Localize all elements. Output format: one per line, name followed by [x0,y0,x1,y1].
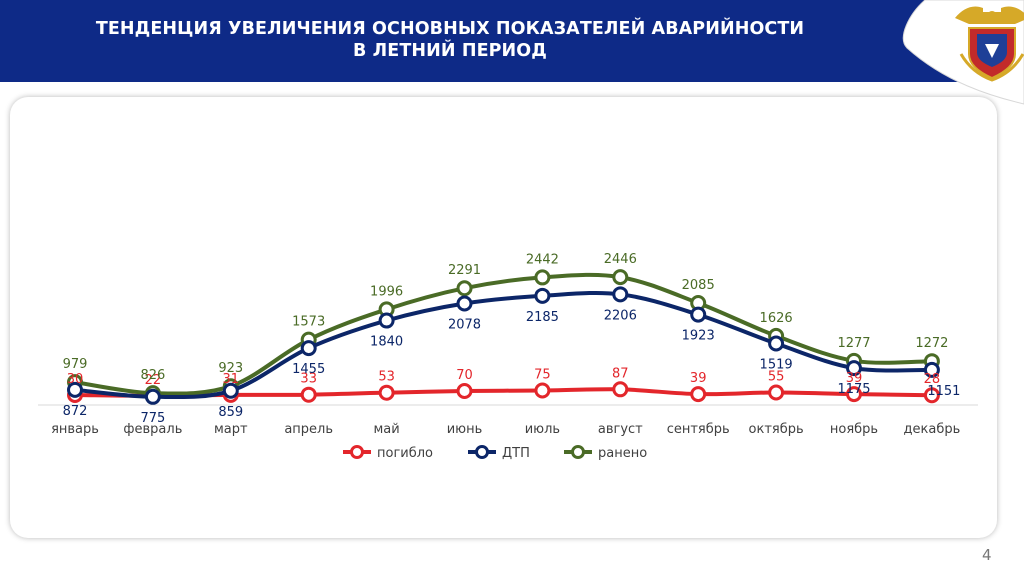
data-point [534,287,551,304]
data-label: 2206 [604,308,637,323]
data-label: 2078 [448,317,481,332]
data-label: 1923 [682,329,715,344]
data-label: 1996 [370,284,403,299]
data-point [456,295,473,312]
x-tick-label: март [214,422,248,437]
data-point [923,387,940,404]
data-point [67,381,83,398]
data-label: 872 [63,404,88,419]
data-point [534,269,551,286]
legend-label: погибло [377,446,433,461]
x-tick-label: ноябрь [830,422,878,437]
data-label: 1277 [837,336,870,351]
data-label: 979 [63,357,88,372]
police-emblem-icon [955,6,1024,82]
data-label: 2442 [526,252,559,267]
data-label: 28 [924,372,941,387]
data-point [612,286,629,303]
data-point [456,280,473,297]
data-point [300,386,317,403]
data-point [612,381,629,398]
x-tick-label: сентябрь [667,422,730,437]
data-label: 70 [456,368,473,383]
data-label: 2446 [604,252,637,267]
legend-label: ДТП [502,446,530,461]
data-point [300,340,317,357]
data-point [378,384,395,401]
data-label: 1455 [292,362,325,377]
x-tick-label: июль [525,422,560,437]
x-tick-label: июнь [447,422,483,437]
data-label: 1519 [760,358,793,373]
data-label: 87 [612,366,629,381]
data-point [534,382,551,399]
data-point [378,312,395,329]
data-label: 859 [218,405,243,420]
data-label: 2291 [448,263,481,278]
line-chart: 30 22 31 33 53 70 75 87 39 55 39 28 872 775 859 1455 184… [38,252,978,461]
data-label: 1626 [760,311,793,326]
data-label: 1573 [292,315,325,330]
data-point [768,384,785,401]
data-label: 31 [223,372,240,387]
title-line-1: ТЕНДЕНЦИЯ УВЕЛИЧЕНИЯ ОСНОВНЫХ ПОКАЗАТЕЛЕ… [95,19,805,39]
x-tick-label: май [373,422,399,437]
data-point [846,386,862,403]
data-label: 1840 [370,335,403,350]
x-tick-label: январь [51,422,99,437]
data-point [456,383,473,399]
header-banner: ТЕНДЕНЦИЯ УВЕЛИЧЕНИЯ ОСНОВНЫХ ПОКАЗАТЕЛЕ… [0,0,1024,82]
data-label: 33 [300,372,317,387]
data-label: 53 [378,370,395,385]
data-label: 39 [846,371,863,386]
x-tick-label: октябрь [749,422,804,437]
x-tick-label: апрель [284,422,333,437]
x-tick-label: декабрь [904,422,961,437]
x-tick-label: февраль [123,422,182,437]
title-line-2: В ЛЕТНИЙ ПЕРИОД [353,41,547,61]
legend-marker [571,445,585,459]
data-label: 2085 [682,278,715,293]
data-label: 1272 [915,336,948,351]
data-point [222,382,239,399]
data-label: 775 [140,411,165,426]
data-label: 39 [690,371,707,386]
data-label: 55 [768,370,785,385]
data-point [768,335,785,352]
data-point [923,361,940,378]
page-title: ТЕНДЕНЦИЯ УВЕЛИЧЕНИЯ ОСНОВНЫХ ПОКАЗАТЕЛЕ… [0,18,900,62]
data-label: 30 [67,372,84,387]
x-tick-label: август [598,422,643,437]
data-label: 2185 [526,310,559,325]
data-label: 75 [534,368,551,383]
data-point [690,306,707,323]
data-label: 22 [145,373,162,388]
legend-marker [350,445,364,459]
data-point [846,360,862,377]
data-label: 1175 [837,382,870,397]
chart-card: 30 22 31 33 53 70 75 87 39 55 39 28 872 775 859 1455 184… [10,97,997,538]
data-point [690,386,707,403]
legend-marker [475,445,489,459]
data-label: 1151 [927,384,960,399]
data-label: 826 [140,368,165,383]
data-point [612,269,629,286]
data-label: 923 [218,361,243,376]
page-number: 4 [982,546,992,564]
emblem-badge [895,0,1024,110]
series-line-raneno [73,272,934,396]
legend-label: ранено [598,446,647,461]
data-point [144,388,161,405]
